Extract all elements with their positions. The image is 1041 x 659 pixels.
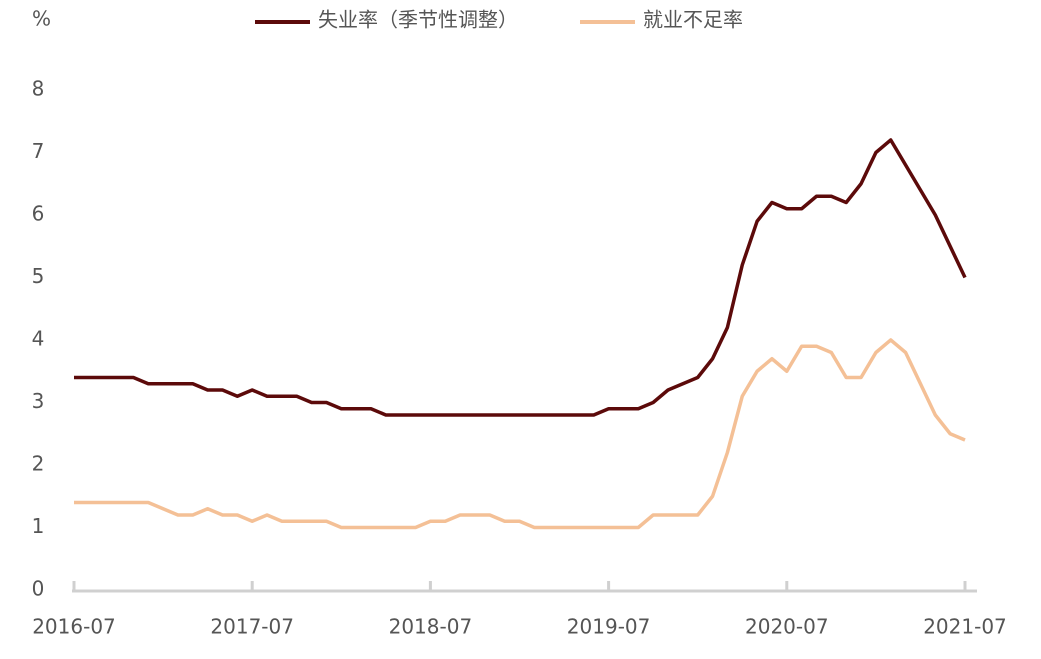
x-tick-label: 2020-07 [745,615,829,639]
y-tick-label: 7 [32,139,45,163]
series-line [74,138,967,417]
y-tick-label: 8 [32,77,45,101]
y-tick-label: 1 [32,514,45,538]
x-tick-label: 2019-07 [567,615,651,639]
series-line [74,338,966,530]
y-unit: % [32,7,51,31]
y-tick-label: 0 [32,577,45,601]
y-tick-label: 5 [32,264,45,288]
x-tick-label: 2016-07 [32,615,116,639]
x-tick-label: 2021-07 [923,615,1007,639]
x-tick-label: 2018-07 [389,615,473,639]
y-tick-label: 2 [32,452,45,476]
x-tick-label: 2017-07 [210,615,294,639]
y-tick-label: 6 [32,202,45,226]
legend-label: 失业率（季节性调整） [318,8,518,32]
y-tick-label: 4 [32,327,45,351]
y-tick-label: 3 [32,389,45,413]
legend-label: 就业不足率 [643,8,743,32]
